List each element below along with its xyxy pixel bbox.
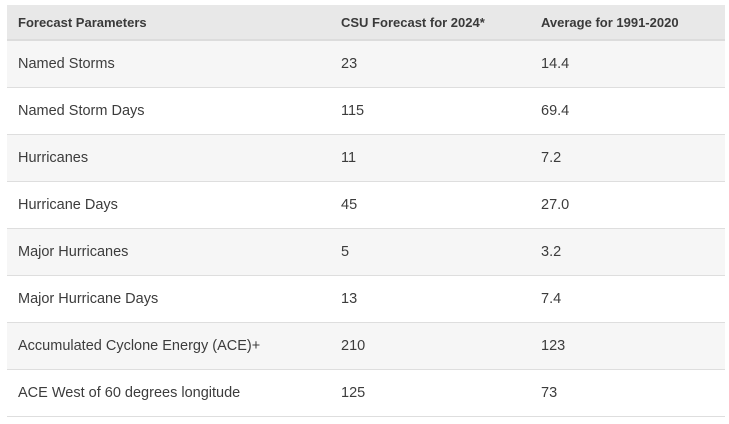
- table-row: Major Hurricanes 5 3.2: [7, 228, 725, 276]
- forecast-table-container: Forecast Parameters CSU Forecast for 202…: [7, 5, 725, 417]
- parameter-cell: Named Storms: [7, 40, 330, 88]
- parameter-cell: Named Storm Days: [7, 87, 330, 135]
- average-cell: 27.0: [530, 181, 725, 229]
- forecast-cell: 45: [330, 181, 530, 229]
- average-cell: 7.2: [530, 134, 725, 182]
- table-body: Named Storms 23 14.4 Named Storm Days 11…: [7, 40, 725, 417]
- parameter-cell: Major Hurricane Days: [7, 275, 330, 323]
- average-cell: 7.4: [530, 275, 725, 323]
- table-row: ACE West of 60 degrees longitude 125 73: [7, 369, 725, 417]
- parameter-cell: Hurricane Days: [7, 181, 330, 229]
- header-forecast-parameters: Forecast Parameters: [7, 5, 330, 41]
- parameter-cell: Major Hurricanes: [7, 228, 330, 276]
- table-row: Named Storms 23 14.4: [7, 40, 725, 88]
- average-cell: 123: [530, 322, 725, 370]
- parameter-cell: Accumulated Cyclone Energy (ACE)+: [7, 322, 330, 370]
- table-row: Hurricanes 11 7.2: [7, 134, 725, 182]
- forecast-cell: 210: [330, 322, 530, 370]
- forecast-cell: 125: [330, 369, 530, 417]
- table-row: Hurricane Days 45 27.0: [7, 181, 725, 229]
- forecast-cell: 23: [330, 40, 530, 88]
- average-cell: 73: [530, 369, 725, 417]
- table-row: Named Storm Days 115 69.4: [7, 87, 725, 135]
- table-row: Accumulated Cyclone Energy (ACE)+ 210 12…: [7, 322, 725, 370]
- forecast-table: Forecast Parameters CSU Forecast for 202…: [7, 5, 725, 417]
- header-row: Forecast Parameters CSU Forecast for 202…: [7, 5, 725, 41]
- forecast-cell: 13: [330, 275, 530, 323]
- parameter-cell: ACE West of 60 degrees longitude: [7, 369, 330, 417]
- forecast-cell: 11: [330, 134, 530, 182]
- header-average: Average for 1991-2020: [530, 5, 725, 41]
- average-cell: 3.2: [530, 228, 725, 276]
- table-header: Forecast Parameters CSU Forecast for 202…: [7, 5, 725, 41]
- average-cell: 69.4: [530, 87, 725, 135]
- forecast-cell: 115: [330, 87, 530, 135]
- forecast-cell: 5: [330, 228, 530, 276]
- parameter-cell: Hurricanes: [7, 134, 330, 182]
- header-csu-forecast: CSU Forecast for 2024*: [330, 5, 530, 41]
- average-cell: 14.4: [530, 40, 725, 88]
- table-row: Major Hurricane Days 13 7.4: [7, 275, 725, 323]
